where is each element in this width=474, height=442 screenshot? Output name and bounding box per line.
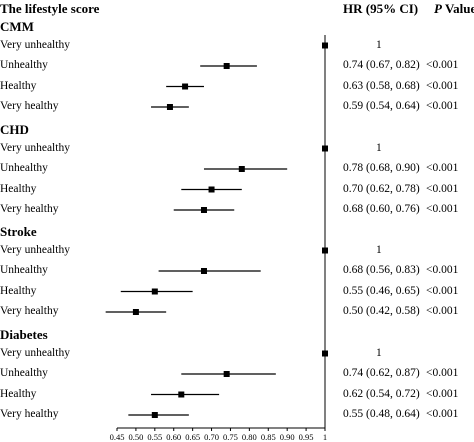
hr-point-cmm-healthy	[182, 83, 189, 90]
hr-point-chd-very-healthy	[200, 207, 207, 213]
p-text-diabetes-very-healthy: <0.001	[426, 408, 459, 420]
row-label-cmm-very-unhealthy: Very unhealthy	[0, 38, 70, 51]
row-label-diabetes-very-unhealthy: Very unhealthy	[0, 346, 70, 359]
x-tick-label: 0.65	[185, 432, 200, 442]
row-label-stroke-unhealthy: Unhealthy	[0, 264, 48, 276]
x-tick-label: 0.85	[261, 432, 276, 442]
row-label-diabetes-healthy: Healthy	[0, 387, 37, 400]
row-label-stroke-very-healthy: Very healthy	[0, 305, 59, 317]
hr-text-stroke-very-healthy: 0.50 (0.42, 0.58)	[343, 305, 420, 317]
hr-text-stroke-healthy: 0.55 (0.46, 0.65)	[343, 284, 420, 297]
x-tick-label: 0.90	[280, 432, 295, 442]
hr-text-cmm-very-healthy: 0.59 (0.54, 0.64)	[343, 100, 420, 112]
row-label-diabetes-unhealthy: Unhealthy	[0, 367, 48, 379]
p-text-cmm-unhealthy: <0.001	[426, 59, 459, 71]
p-text-cmm-very-healthy: <0.001	[426, 100, 459, 112]
row-label-cmm-very-healthy: Very healthy	[0, 100, 59, 112]
column-header-hr: HR (95% CI)	[343, 1, 419, 16]
hr-text-cmm-very-unhealthy: 1	[376, 38, 382, 51]
p-text-diabetes-healthy: <0.001	[426, 387, 459, 400]
hr-text-chd-very-unhealthy: 1	[376, 141, 382, 154]
hr-text-diabetes-very-healthy: 0.55 (0.48, 0.64)	[343, 408, 420, 420]
hr-text-cmm-unhealthy: 0.74 (0.67, 0.82)	[343, 59, 420, 71]
group-title-chd: CHD	[0, 122, 29, 137]
p-text-stroke-very-healthy: <0.001	[426, 305, 459, 317]
x-tick-label: 0.60	[166, 432, 181, 442]
hr-point-chd-unhealthy	[238, 166, 245, 172]
hr-text-stroke-very-unhealthy: 1	[376, 243, 382, 256]
row-label-diabetes-very-healthy: Very healthy	[0, 408, 59, 420]
column-header-lifestyle-score: The lifestyle score	[0, 1, 100, 16]
row-label-cmm-healthy: Healthy	[0, 79, 37, 92]
p-text-chd-unhealthy: <0.001	[426, 162, 459, 174]
column-header-p-value: P Value	[434, 2, 474, 15]
hr-point-stroke-unhealthy	[200, 268, 207, 274]
p-text-chd-healthy: <0.001	[426, 182, 459, 195]
hr-text-stroke-unhealthy: 0.68 (0.56, 0.83)	[343, 264, 420, 276]
hr-text-chd-healthy: 0.70 (0.62, 0.78)	[343, 182, 420, 195]
hr-point-diabetes-very-healthy	[151, 412, 158, 418]
x-tick-label: 0.75	[223, 432, 238, 442]
hr-text-chd-very-healthy: 0.68 (0.60, 0.76)	[343, 203, 420, 215]
hr-text-diabetes-unhealthy: 0.74 (0.62, 0.87)	[343, 367, 420, 379]
hr-point-diabetes-unhealthy	[223, 371, 230, 377]
x-tick-label: 0.45	[110, 432, 125, 442]
hr-point-stroke-very-healthy	[132, 309, 139, 315]
group-title-diabetes: Diabetes	[0, 327, 48, 342]
row-label-chd-healthy: Healthy	[0, 182, 37, 195]
group-title-cmm: CMM	[0, 19, 34, 34]
hr-point-chd-healthy	[208, 186, 215, 193]
p-text-diabetes-unhealthy: <0.001	[426, 367, 459, 379]
hr-text-cmm-healthy: 0.63 (0.58, 0.68)	[343, 79, 420, 92]
x-tick-label: 0.95	[299, 432, 314, 442]
hr-text-chd-unhealthy: 0.78 (0.68, 0.90)	[343, 162, 420, 174]
p-text-stroke-healthy: <0.001	[426, 284, 459, 297]
hr-text-diabetes-very-unhealthy: 1	[376, 346, 382, 359]
p-value-rest: Value	[441, 1, 474, 16]
p-italic: P	[434, 1, 442, 16]
hr-point-cmm-very-healthy	[166, 104, 173, 110]
hr-point-cmm-unhealthy	[223, 63, 230, 69]
x-tick-label: 0.70	[204, 432, 219, 442]
row-label-stroke-very-unhealthy: Very unhealthy	[0, 243, 70, 256]
p-text-stroke-unhealthy: <0.001	[426, 264, 459, 276]
hr-point-stroke-healthy	[151, 288, 158, 295]
p-text-cmm-healthy: <0.001	[426, 79, 459, 92]
row-label-stroke-healthy: Healthy	[0, 284, 37, 297]
x-tick-label: 0.50	[128, 432, 143, 442]
row-label-cmm-unhealthy: Unhealthy	[0, 59, 48, 71]
row-label-chd-unhealthy: Unhealthy	[0, 162, 48, 174]
hr-text-diabetes-healthy: 0.62 (0.54, 0.72)	[343, 387, 420, 400]
p-text-chd-very-healthy: <0.001	[426, 203, 459, 215]
row-label-chd-very-unhealthy: Very unhealthy	[0, 141, 70, 154]
x-tick-label: 1	[323, 432, 327, 442]
hr-point-diabetes-healthy	[178, 391, 185, 398]
row-label-chd-very-healthy: Very healthy	[0, 203, 59, 215]
x-tick-label: 0.55	[147, 432, 162, 442]
group-title-stroke: Stroke	[0, 224, 37, 239]
x-tick-label: 0.80	[242, 432, 257, 442]
